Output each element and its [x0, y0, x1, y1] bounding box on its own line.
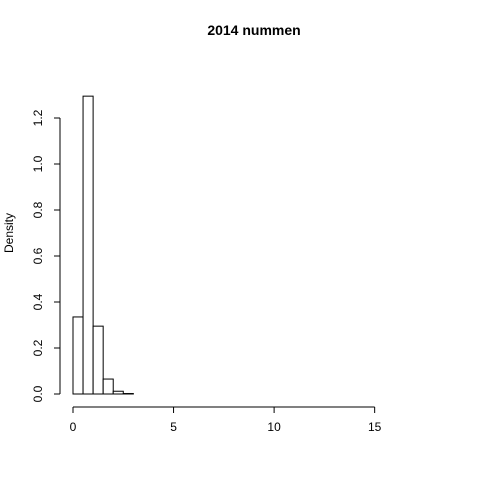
histogram-bar	[92, 325, 104, 395]
y-tick-label: 0.8	[31, 201, 45, 218]
x-axis: 0 5 10 15	[70, 406, 382, 434]
y-tick-label: 0.4	[31, 293, 45, 310]
y-tick-label: 0.2	[31, 339, 45, 356]
histogram-bar	[112, 390, 124, 395]
x-tick-label: 15	[368, 420, 382, 434]
x-tick-label: 10	[267, 420, 281, 434]
y-tick-label: 1.2	[31, 109, 45, 126]
histogram-bar	[82, 95, 94, 395]
y-tick-label: 1.0	[31, 155, 45, 172]
x-tick-label: 5	[170, 420, 177, 434]
y-tick-label: 0.6	[31, 247, 45, 264]
x-tick-label: 0	[70, 420, 77, 434]
histogram-bars	[72, 95, 134, 395]
y-axis: 0.0 0.2 0.4 0.6 0.8 1.0 1.2	[31, 109, 61, 402]
histogram-bar	[102, 378, 114, 395]
y-tick-label: 0.0	[31, 385, 45, 402]
y-axis-label: Density	[2, 213, 16, 253]
chart-title: 2014 nummen	[207, 22, 300, 38]
histogram-bar	[72, 316, 84, 395]
